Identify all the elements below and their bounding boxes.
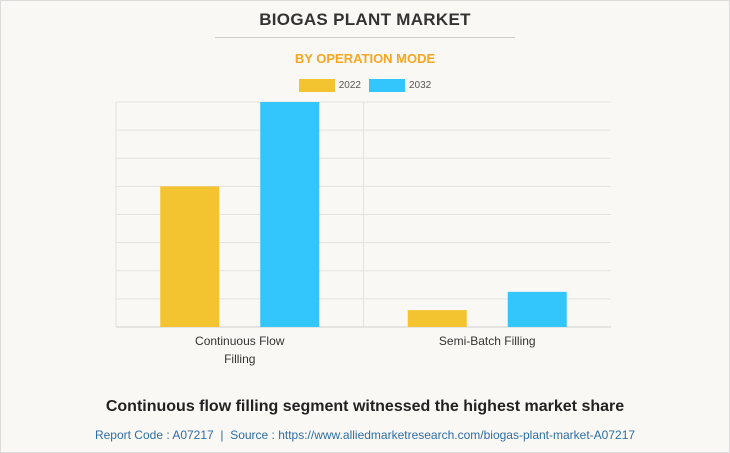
chart-subtitle: BY OPERATION MODE (294, 51, 436, 66)
x-tick-label: Continuous Flow (195, 334, 285, 348)
legend: 2022 2032 (0, 79, 730, 92)
bar-2022-continuous-flow-filling (160, 186, 220, 327)
title-divider (215, 37, 515, 38)
bar-chart: Continuous Flow Filling Semi-Batch Filling (115, 101, 611, 366)
bar-2022-semi-batch-filling (407, 310, 467, 327)
legend-item-2022: 2022 (298, 79, 361, 92)
report-code: Report Code : A07217 (94, 428, 214, 442)
source-link[interactable]: Source : https://www.alliedmarketresearc… (230, 428, 636, 442)
footer-separator: | (220, 428, 224, 442)
legend-swatch-2032 (369, 79, 405, 92)
chart-title: BIOGAS PLANT MARKET (259, 10, 471, 29)
x-tick-label: Filling (224, 352, 255, 366)
bar-2032-semi-batch-filling (507, 291, 567, 327)
headline-text: Continuous flow filling segment witnesse… (105, 398, 625, 415)
x-tick-label: Semi-Batch Filling (439, 334, 536, 348)
bar-2032-continuous-flow-filling (260, 102, 320, 327)
legend-label-2032: 2032 (409, 80, 432, 91)
legend-swatch-2022 (298, 79, 335, 92)
footer-source: Report Code : A07217 | Source : https://… (0, 428, 730, 442)
legend-label-2022: 2022 (338, 80, 361, 91)
legend-item-2032: 2032 (369, 79, 431, 92)
